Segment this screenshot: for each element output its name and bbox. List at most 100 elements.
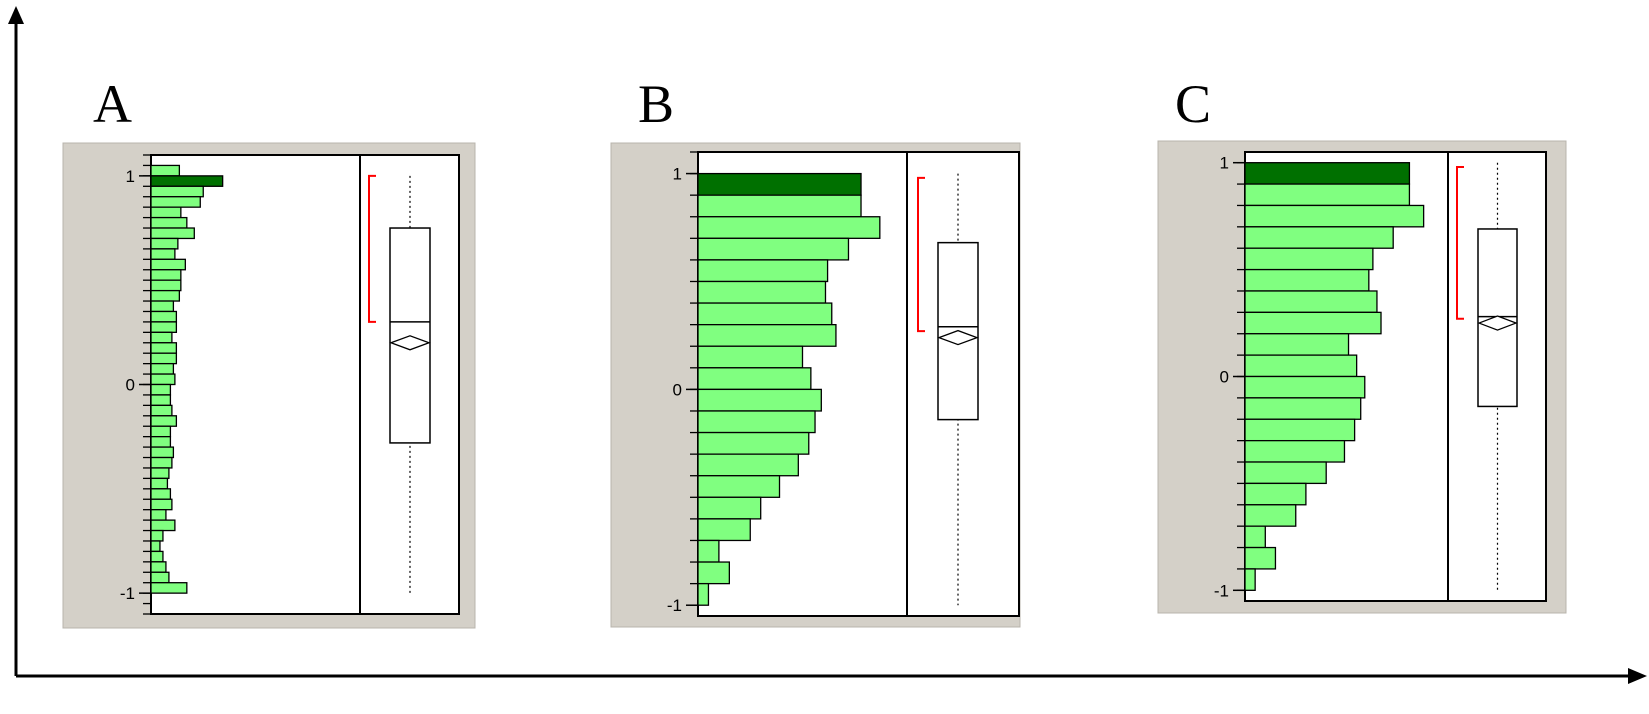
histogram-bar <box>150 383 172 396</box>
outer-y-arrowhead <box>8 6 24 24</box>
histogram-bar <box>1244 397 1362 420</box>
histogram-bar <box>150 456 173 469</box>
histogram-bar <box>1244 226 1394 249</box>
histogram-bar <box>697 453 799 477</box>
histogram-bar <box>1244 311 1382 335</box>
histogram-bar <box>150 331 173 344</box>
histogram-bar <box>1244 290 1378 314</box>
tick-label: 0 <box>126 376 135 395</box>
shortest-half-bracket <box>917 176 925 333</box>
histogram-bar <box>697 410 816 434</box>
histogram-bar <box>697 518 751 542</box>
shortest-half-bracket <box>368 174 376 323</box>
shortest-half-bracket <box>1456 165 1464 320</box>
histogram-bar <box>150 550 164 563</box>
tick-label: 1 <box>673 165 682 184</box>
histogram-bar <box>150 237 179 250</box>
histogram-bar <box>150 196 201 208</box>
histogram-bar <box>150 300 175 313</box>
outer-axes <box>8 6 1647 684</box>
histogram-bar <box>697 431 810 455</box>
histogram-bar <box>150 519 176 532</box>
histogram-bar <box>150 279 182 292</box>
histogram-bar <box>697 345 804 369</box>
histogram-bar <box>150 289 181 302</box>
histogram-bar <box>1244 439 1346 463</box>
histogram-bar <box>1244 504 1297 527</box>
histogram-bar <box>1244 546 1277 570</box>
boxplot-mean-diamond <box>937 329 979 346</box>
histogram-bar <box>150 164 181 177</box>
tick-label: 1 <box>1220 154 1229 173</box>
histogram-bar <box>150 373 176 386</box>
histogram-bar <box>150 206 182 219</box>
histogram-bar <box>150 436 172 448</box>
histogram-bar <box>150 216 188 229</box>
tick-label: 1 <box>126 167 135 186</box>
histogram-bar-highlighted <box>697 172 862 196</box>
tick-label: -1 <box>1214 581 1229 600</box>
histogram-bar <box>150 540 161 553</box>
panel-label-b: B <box>638 74 674 134</box>
histogram-bar <box>150 227 195 240</box>
tick-label: 0 <box>673 380 682 399</box>
histogram-bar <box>697 280 827 304</box>
histogram-bar-highlighted <box>150 175 224 187</box>
histogram-bar <box>1244 333 1350 356</box>
histogram-bar <box>150 446 175 459</box>
histogram-bar <box>697 259 829 283</box>
histogram-bar <box>1244 525 1266 549</box>
panels: A 1 0 -1 B 1 0 -1 C 1 0 -1 <box>62 74 1567 629</box>
tick-label: -1 <box>120 584 135 603</box>
histogram-bar <box>150 310 178 323</box>
histogram-bar <box>1244 482 1307 506</box>
histogram-bar <box>150 362 175 375</box>
histogram-bar <box>150 488 172 500</box>
boxplot-mean-diamond <box>1477 315 1518 331</box>
histogram-bar <box>1244 268 1370 292</box>
histogram-bar <box>150 394 172 407</box>
histogram-bar <box>697 367 812 391</box>
chart-panel-a: A 1 0 -1 <box>62 74 476 629</box>
histogram-bar <box>150 185 204 198</box>
histogram-bar <box>150 477 169 490</box>
chart-panel-b: B 1 0 -1 <box>610 74 1021 628</box>
histogram-bar <box>150 561 167 573</box>
histogram-bar-highlighted <box>1244 162 1411 185</box>
histogram-bar <box>150 269 182 281</box>
histogram-bar <box>150 321 178 333</box>
histogram-bar <box>1244 568 1256 591</box>
histogram-bar <box>150 529 164 542</box>
histogram-bar <box>697 324 837 347</box>
histogram-bar <box>697 496 762 520</box>
tick-label: 0 <box>1220 368 1229 387</box>
histogram-bar <box>697 561 731 585</box>
histogram-bar <box>697 237 850 261</box>
histogram-bar <box>150 509 167 521</box>
histogram-bar <box>150 498 173 511</box>
histogram-bar <box>150 352 178 365</box>
histogram-bar <box>1244 354 1358 378</box>
histogram-bar <box>697 539 720 563</box>
histogram-bar <box>697 302 833 326</box>
boxplot-mean-diamond <box>389 335 431 351</box>
histogram-bar <box>1244 375 1366 399</box>
histogram-bar <box>697 475 781 498</box>
histogram-bar <box>697 582 710 606</box>
histogram-bar <box>697 216 881 239</box>
histogram-bar <box>150 571 170 584</box>
outer-x-arrowhead <box>1628 668 1647 684</box>
histogram-bar <box>150 425 172 438</box>
panel-label-c: C <box>1175 74 1211 134</box>
histogram-bar <box>1244 247 1374 271</box>
histogram-bar <box>1244 418 1356 442</box>
histogram-bar <box>150 342 178 354</box>
histogram-bar <box>150 467 170 480</box>
chart-panel-c: C 1 0 -1 <box>1157 74 1567 614</box>
histogram-bar <box>697 194 862 218</box>
histogram-bar <box>1244 183 1411 207</box>
histogram-bar <box>150 258 186 271</box>
tick-label: -1 <box>667 596 682 615</box>
histogram-bar <box>150 248 176 260</box>
